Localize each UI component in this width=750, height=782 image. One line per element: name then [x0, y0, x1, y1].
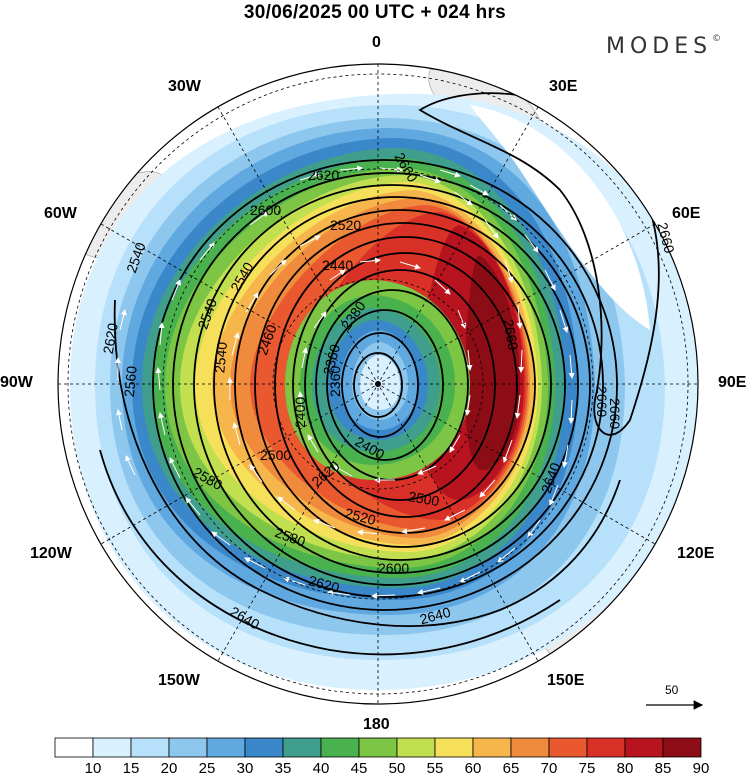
colorbar-swatch [396, 737, 436, 758]
contour-label: 2400 [292, 397, 308, 428]
colorbar [54, 737, 702, 758]
contour-label: 2660 [594, 386, 610, 417]
wind-vectors [115, 165, 575, 599]
contour-label: 2500 [407, 488, 441, 509]
colorbar-tick-label: 10 [84, 760, 102, 777]
colorbar-swatch [244, 737, 284, 758]
colorbar-tick-label: 15 [122, 760, 140, 777]
contour-label: 2360 [327, 366, 343, 397]
colorbar-tick-label: 45 [350, 760, 368, 777]
colorbar-swatch [510, 737, 550, 758]
south-pole-marker [375, 381, 381, 387]
contour-label: 2660 [607, 398, 623, 429]
lon-label-60e: 60E [672, 205, 701, 222]
vector-reference-label: 50 [665, 683, 679, 697]
contour-label: 2540 [211, 341, 230, 374]
colorbar-tick-label: 55 [426, 760, 444, 777]
lon-label-90e: 90E [718, 374, 747, 391]
contour-label: 2500 [260, 447, 291, 463]
colorbar-tick-label: 75 [578, 760, 596, 777]
lon-label-0: 0 [372, 34, 381, 51]
colorbar-swatch [92, 737, 132, 758]
contour-label: 2620 [308, 167, 339, 183]
colorbar-tick-label: 70 [540, 760, 558, 777]
lon-label-90w: 90W [0, 374, 33, 391]
lon-label-60w: 60W [44, 205, 77, 222]
colorbar-tick-label: 85 [654, 760, 672, 777]
colorbar-tick-label: 50 [388, 760, 406, 777]
colorbar-tick-label: 40 [312, 760, 330, 777]
contour-label: 2600 [378, 560, 409, 576]
map-title: 30/06/2025 00 UTC + 024 hrs [243, 2, 507, 23]
colorbar-swatch [548, 737, 588, 758]
brand-logo: MODES© [606, 34, 721, 59]
contour-label: 2620 [307, 572, 341, 596]
colorbar-tick-label: 65 [502, 760, 520, 777]
colorbar-swatch [624, 737, 664, 758]
colorbar-swatch [54, 737, 94, 758]
brand-mark: © [712, 33, 722, 44]
colorbar-swatch [434, 737, 474, 758]
brand-name: MODES [606, 34, 713, 59]
colorbar-tick-label: 30 [236, 760, 254, 777]
colorbar-swatch [282, 737, 322, 758]
contour-label: 2640 [418, 604, 452, 628]
colorbar-swatch [130, 737, 170, 758]
colorbar-swatch [358, 737, 398, 758]
contour-label: 2520 [330, 217, 361, 233]
contour-label: 2440 [322, 257, 353, 273]
lon-label-30w: 30W [168, 78, 201, 95]
colorbar-tick-label: 35 [274, 760, 292, 777]
colorbar-swatch [320, 737, 360, 758]
contour-label: 2620 [100, 322, 121, 356]
contour-label: 2360 [320, 342, 344, 376]
map-border [57, 63, 699, 705]
lon-label-120e: 120E [677, 545, 715, 562]
colorbar-swatch [206, 737, 246, 758]
colorbar-swatch [168, 737, 208, 758]
lon-label-120w: 120W [30, 545, 72, 562]
colorbar-swatch [586, 737, 626, 758]
contour-label: 2560 [121, 365, 140, 398]
colorbar-tick-label: 20 [160, 760, 178, 777]
map-disc [58, 64, 698, 704]
contour-label: 2600 [250, 202, 281, 218]
contour-label: 2660 [500, 318, 521, 352]
lon-label-150w: 150W [158, 672, 200, 689]
contour-label: 2520 [343, 505, 377, 529]
colorbar-tick-label: 90 [692, 760, 710, 777]
lon-label-180: 180 [363, 716, 390, 733]
colorbar-tick-label: 80 [616, 760, 634, 777]
colorbar-swatch [662, 737, 702, 758]
colorbar-swatch [472, 737, 512, 758]
lon-label-150e: 150E [547, 672, 585, 689]
colorbar-tick-label: 60 [464, 760, 482, 777]
lon-label-30e: 30E [549, 78, 578, 95]
contour-label: 2660 [654, 221, 678, 255]
colorbar-tick-label: 25 [198, 760, 216, 777]
